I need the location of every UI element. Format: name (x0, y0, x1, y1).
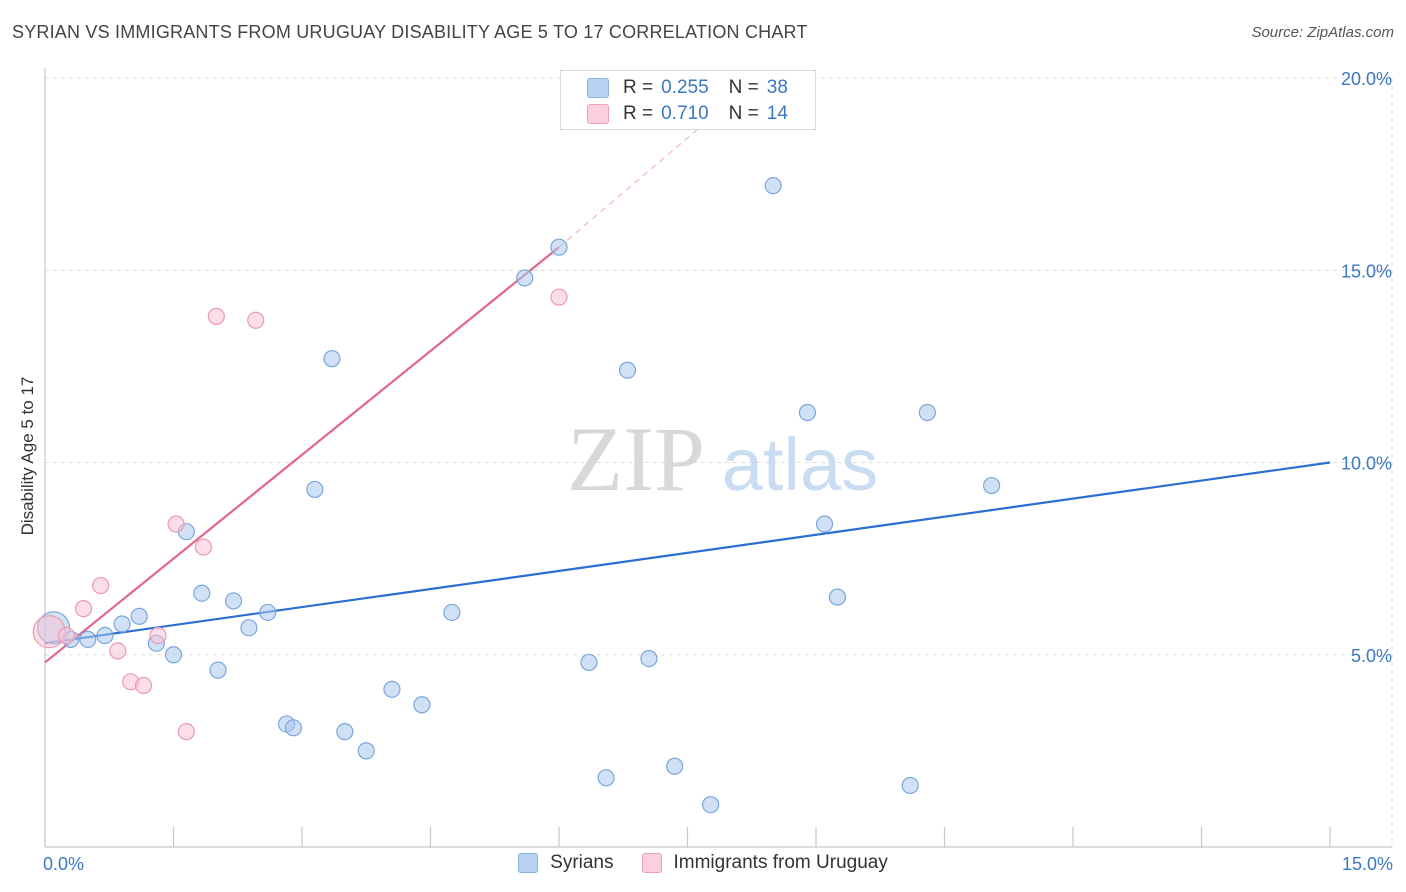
data-point-syrians (130, 607, 148, 625)
data-point-syrians (79, 630, 97, 648)
legend-n-value: 38 (766, 77, 788, 98)
legend-swatch-uruguay (641, 853, 662, 873)
points-layer (32, 177, 1001, 814)
legend-r-label: R = (623, 77, 654, 98)
data-point-uruguay (167, 515, 185, 533)
data-point-syrians (306, 480, 324, 499)
data-point-syrians (516, 269, 534, 287)
data-point-syrians (983, 476, 1001, 495)
data-point-uruguay (207, 307, 225, 325)
legend-n-label: N = (728, 103, 759, 124)
source-label: Source: ZipAtlas.com (1251, 24, 1394, 41)
data-point-syrians (336, 723, 354, 741)
data-point-syrians (413, 696, 431, 714)
y-tick-label: 20.0% (1341, 69, 1392, 89)
legend-item-syrians[interactable]: Syrians (518, 852, 614, 874)
watermark-atlas: atlas (722, 423, 878, 506)
data-point-uruguay (247, 311, 265, 329)
data-point-syrians (113, 615, 131, 633)
data-point-syrians (383, 680, 401, 698)
legend-swatch-syrians (587, 78, 609, 98)
data-point-syrians (357, 742, 375, 760)
data-point-syrians (918, 403, 936, 422)
legend-row-syrians: R = 0.255 N = 38 (587, 76, 808, 100)
y-tick-label: 15.0% (1341, 261, 1392, 281)
y-tick-label: 5.0% (1351, 646, 1392, 666)
chart-title: SYRIAN VS IMMIGRANTS FROM URUGUAY DISABI… (12, 22, 808, 42)
data-point-syrians (550, 238, 568, 256)
series-legend: Syrians Immigrants from Uruguay (0, 852, 1406, 874)
data-point-uruguay (74, 600, 93, 618)
data-point-syrians (193, 584, 211, 602)
legend-r-value: 0.710 (661, 103, 709, 124)
data-point-uruguay (134, 676, 153, 695)
data-point-syrians (164, 646, 183, 664)
x-tick-label: 0.0% (43, 854, 84, 874)
data-point-uruguay (149, 626, 167, 645)
data-point-syrians (666, 757, 684, 775)
x-tick-label: 15.0% (1342, 854, 1393, 874)
legend-item-uruguay[interactable]: Immigrants from Uruguay (641, 852, 888, 874)
trend-layer (44, 108, 1331, 664)
legend-row-uruguay: R = 0.710 N = 14 (587, 102, 808, 126)
data-point-syrians (323, 350, 341, 368)
data-point-syrians (209, 661, 227, 679)
legend-r-label: R = (623, 103, 654, 124)
data-point-syrians (618, 361, 637, 379)
data-point-syrians (798, 403, 817, 422)
y-axis-label: Disability Age 5 to 17 (18, 376, 37, 536)
data-point-syrians (96, 626, 114, 645)
legend-n-label: N = (728, 77, 759, 98)
data-point-syrians (815, 515, 834, 533)
trend-extension-uruguay (558, 108, 723, 248)
legend-swatch-syrians (518, 853, 539, 873)
data-point-syrians (580, 653, 598, 672)
legend-r-value: 0.255 (661, 77, 709, 98)
trend-line-uruguay (44, 246, 560, 664)
correlation-legend: R = 0.255 N = 38 R = 0.710 N = 14 (560, 70, 816, 130)
y-tick-label: 10.0% (1341, 454, 1392, 474)
data-point-uruguay (194, 538, 213, 556)
data-point-syrians (224, 592, 243, 610)
data-point-uruguay (550, 288, 568, 306)
data-point-syrians (259, 603, 277, 622)
legend-swatch-uruguay (587, 104, 609, 124)
data-point-uruguay (92, 576, 110, 595)
legend-label-uruguay: Immigrants from Uruguay (673, 852, 888, 873)
tick-label-layer: 5.0% 10.0% 15.0% 20.0% 0.0% 15.0% (43, 69, 1393, 874)
data-point-syrians (240, 619, 258, 637)
data-point-syrians (284, 719, 303, 737)
axis-layer (44, 68, 1392, 848)
data-point-syrians (702, 796, 720, 814)
data-point-syrians (443, 603, 461, 622)
legend-n-value: 14 (766, 103, 788, 124)
data-point-syrians (901, 776, 919, 795)
data-point-syrians (828, 588, 847, 606)
watermark: ZIP atlas (567, 408, 878, 510)
data-point-syrians (640, 649, 658, 668)
data-point-syrians (597, 769, 615, 787)
legend-label-syrians: Syrians (550, 852, 614, 873)
grid-layer (45, 77, 1393, 847)
watermark-zip: ZIP (567, 408, 705, 510)
data-point-uruguay (177, 723, 195, 741)
data-point-uruguay (57, 626, 76, 645)
data-point-uruguay (109, 642, 127, 660)
data-point-syrians (764, 177, 782, 195)
